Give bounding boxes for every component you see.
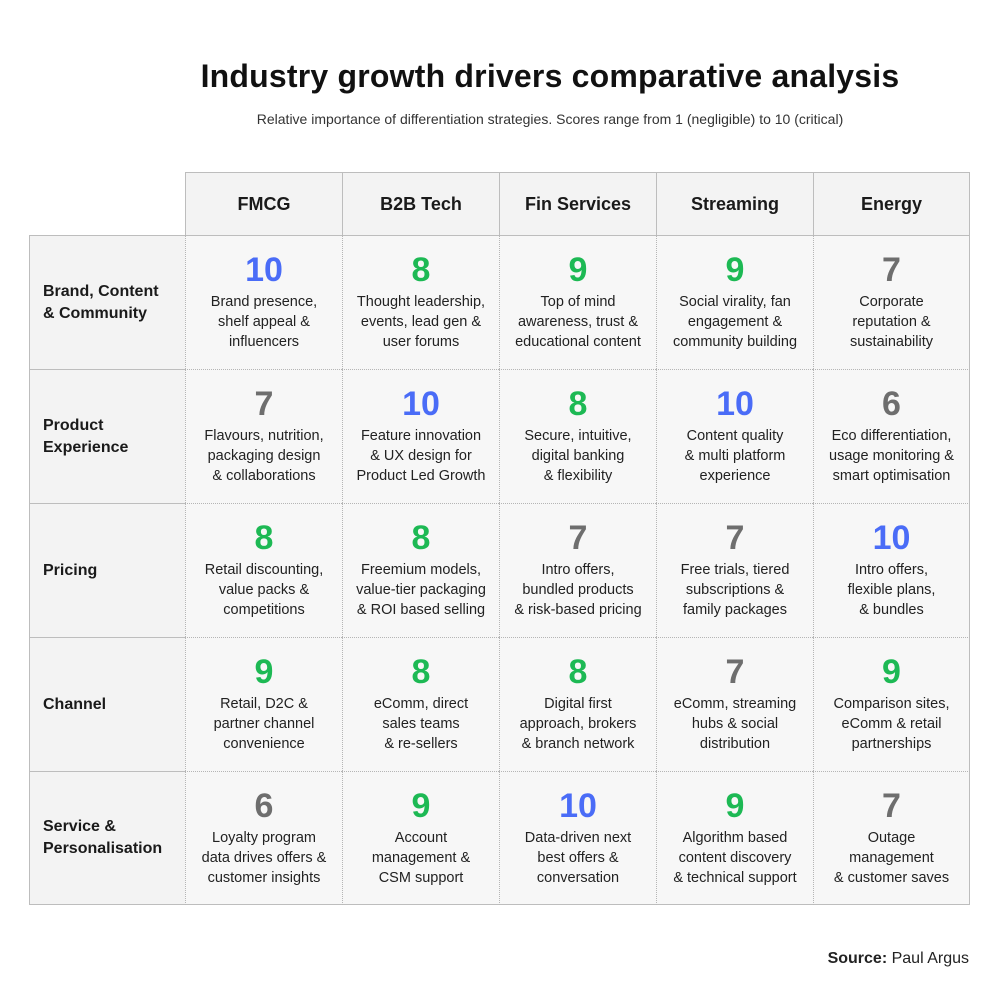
cell-description: Feature innovation & UX design for Produ… — [356, 428, 486, 484]
cell-description: eComm, streaming hubs & social distribut… — [673, 696, 797, 752]
table-cell: 9 Algorithm based content discovery & tec… — [656, 771, 813, 905]
row-header-label: Service & Personalisation — [43, 818, 163, 857]
score-value: 9 — [254, 653, 274, 691]
score-value: 7 — [725, 653, 745, 691]
score-value: 10 — [559, 787, 597, 825]
cell-description: Intro offers, flexible plans, & bundles — [847, 562, 936, 618]
cell-description: Freemium models, value-tier packaging & … — [356, 562, 486, 618]
score-value: 9 — [725, 787, 745, 825]
row-header-pricing: Pricing — [29, 503, 185, 637]
row-header-service-personalisation: Service & Personalisation — [29, 771, 185, 905]
cell-description: Brand presence, shelf appeal & influence… — [210, 294, 318, 350]
table-cell: 7 Flavours, nutrition, packaging design &… — [185, 369, 342, 503]
cell-description: Account management & CSM support — [371, 830, 471, 886]
score-value: 8 — [411, 251, 431, 289]
table-cell: 8 Thought leadership, events, lead gen & … — [342, 235, 499, 369]
score-value: 9 — [725, 251, 745, 289]
comparison-table: FMCG B2B Tech Fin Services Streaming Energy B… — [29, 172, 971, 906]
cell-description: Content quality & multi platform experie… — [684, 428, 786, 484]
cell-description: Social virality, fan engagement & commun… — [672, 294, 798, 350]
cell-description: Retail, D2C & partner channel convenienc… — [213, 696, 315, 752]
score-value: 7 — [568, 519, 588, 557]
chart-subtitle: Relative importance of differentiation s… — [256, 111, 844, 127]
row-header-label: Pricing — [43, 561, 98, 579]
cell-description: Outage management & customer saves — [833, 830, 950, 886]
table-cell: 10 Content quality & multi platform exper… — [656, 369, 813, 503]
table-cell: 8 Freemium models, value-tier packaging &… — [342, 503, 499, 637]
score-value: 7 — [882, 251, 901, 289]
score-value: 6 — [882, 385, 901, 423]
table-cell: 7 Outage management & customer saves — [813, 771, 970, 905]
row-header-label: Product Experience — [43, 416, 129, 456]
column-header-fmcg: FMCG — [185, 172, 342, 235]
row-header-label: Channel — [43, 695, 107, 713]
row-header-channel: Channel — [29, 637, 185, 771]
cell-description: Digital first approach, brokers & branch… — [519, 696, 637, 752]
column-header-b2b-tech: B2B Tech — [342, 172, 499, 235]
table-cell: 10 Brand presence, shelf appeal & influen… — [185, 235, 342, 369]
row-header-product-experience: Product Experience — [29, 369, 185, 503]
table-cell: 10 Feature innovation & UX design for Pro… — [342, 369, 499, 503]
table-cell: 9 Top of mind awareness, trust & educatio… — [499, 235, 656, 369]
cell-description: Top of mind awareness, trust & education… — [515, 294, 641, 350]
table-cell: 6 Loyalty program data drives offers & cu… — [185, 771, 342, 905]
table-cell: 9 Retail, D2C & partner channel convenien… — [185, 637, 342, 771]
score-value: 10 — [872, 519, 911, 557]
score-value: 10 — [716, 385, 754, 423]
cell-description: Data-driven next best offers & conversat… — [524, 830, 632, 886]
table-cell: 7 Corporate reputation & sustainability — [813, 235, 970, 369]
column-header-fin-services: Fin Services — [499, 172, 656, 235]
score-value: 9 — [882, 653, 901, 691]
table-cell: 9 Social virality, fan engagement & commu… — [656, 235, 813, 369]
table-cell: 10 Intro offers, flexible plans, & bundle… — [813, 503, 970, 637]
table-cell: 9 Account management & CSM support — [342, 771, 499, 905]
score-value: 6 — [254, 787, 274, 825]
source-label: Source: — [827, 950, 888, 967]
source-credit: Source: Paul Argus — [828, 950, 969, 968]
cell-description: Secure, intuitive, digital banking & fle… — [524, 428, 632, 484]
column-header-streaming: Streaming — [656, 172, 813, 235]
score-value: 9 — [411, 787, 431, 825]
row-header-label: Brand, Content & Community — [43, 282, 159, 322]
table-cell: 8 Retail discounting, value packs & compe… — [185, 503, 342, 637]
cell-description: Algorithm based content discovery & tech… — [673, 830, 797, 886]
score-value: 8 — [254, 519, 274, 557]
cell-description: Free trials, tiered subscriptions & fami… — [680, 562, 790, 618]
column-header-energy: Energy — [813, 172, 970, 235]
score-value: 10 — [402, 385, 440, 423]
score-value: 8 — [411, 653, 431, 691]
score-value: 8 — [568, 653, 588, 691]
cell-description: Intro offers, bundled products & risk-ba… — [514, 562, 642, 618]
table-cell: 7 Free trials, tiered subscriptions & fam… — [656, 503, 813, 637]
chart-title: Industry growth drivers comparative anal… — [200, 58, 900, 94]
row-header-brand-content-community: Brand, Content & Community — [29, 235, 185, 369]
score-value: 7 — [254, 385, 274, 423]
cell-description: Comparison sites, eComm & retail partner… — [833, 696, 950, 752]
cell-description: Thought leadership, events, lead gen & u… — [356, 294, 486, 350]
table-cell: 10 Data-driven next best offers & convers… — [499, 771, 656, 905]
score-value: 8 — [568, 385, 588, 423]
cell-description: Flavours, nutrition, packaging design & … — [204, 428, 324, 484]
cell-description: Eco differentiation, usage monitoring & … — [829, 428, 954, 484]
table-corner — [29, 172, 185, 235]
cell-description: Retail discounting, value packs & compet… — [204, 562, 324, 618]
cell-description: eComm, direct sales teams & re-sellers — [373, 696, 469, 752]
score-value: 8 — [411, 519, 431, 557]
table-cell: 7 Intro offers, bundled products & risk-b… — [499, 503, 656, 637]
table-cell: 7 eComm, streaming hubs & social distribu… — [656, 637, 813, 771]
table-cell: 8 eComm, direct sales teams & re-sellers — [342, 637, 499, 771]
cell-description: Loyalty program data drives offers & cus… — [201, 830, 327, 886]
table-cell: 9 Comparison sites, eComm & retail partne… — [813, 637, 970, 771]
table-cell: 6 Eco differentiation, usage monitoring &… — [813, 369, 970, 503]
score-value: 7 — [725, 519, 745, 557]
score-value: 9 — [568, 251, 588, 289]
table-cell: 8 Digital first approach, brokers & branc… — [499, 637, 656, 771]
score-value: 7 — [882, 787, 901, 825]
score-value: 10 — [245, 251, 283, 289]
table-cell: 8 Secure, intuitive, digital banking & fl… — [499, 369, 656, 503]
source-name: Paul Argus — [891, 950, 969, 967]
cell-description: Corporate reputation & sustainability — [849, 294, 933, 350]
